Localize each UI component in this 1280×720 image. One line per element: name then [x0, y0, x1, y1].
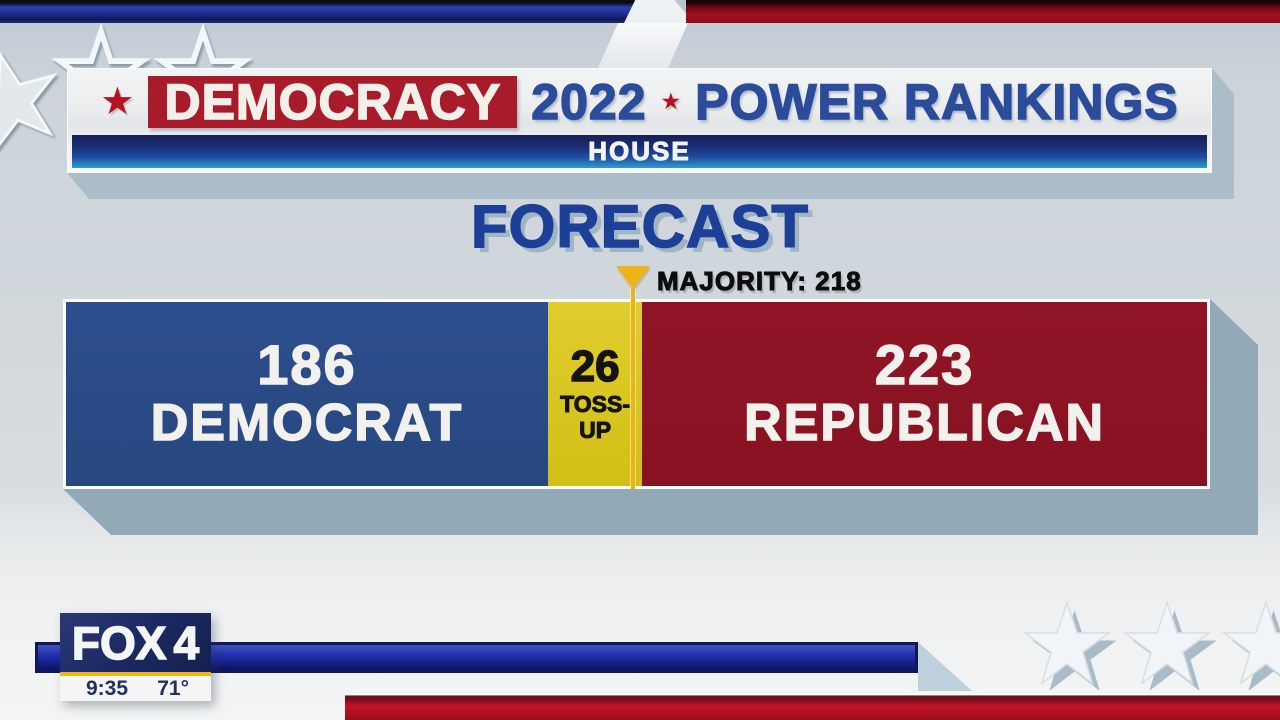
station-logo: FOX 4 9:35 71°	[60, 613, 211, 701]
majority-marker-line	[631, 288, 635, 489]
show-title-row: ★ DEMOCRACY 2022 ★ POWER RANKINGS	[67, 68, 1212, 135]
show-title-power-rankings: POWER RANKINGS	[694, 73, 1179, 131]
majority-marker-icon	[616, 266, 650, 289]
fox4-wordmark: FOX 4	[60, 613, 211, 672]
station-channel-number: 4	[173, 616, 200, 670]
star-icon	[0, 51, 58, 153]
show-title-year: 2022	[531, 73, 647, 131]
forecast-seat-bar: 186 DEMOCRAT 26 TOSS- UP 223 REPUBLICAN	[63, 299, 1210, 489]
republican-label: REPUBLICAN	[743, 393, 1106, 452]
time-temp-strip: 9:35 71°	[60, 676, 211, 701]
star-icon: ★	[660, 88, 682, 114]
top-edge-blue-bar	[0, 0, 636, 23]
democrat-seat-count: 186	[256, 333, 357, 396]
star-icon	[1221, 600, 1280, 691]
station-call-letters: FOX	[71, 616, 167, 670]
top-edge-red-bar	[686, 0, 1280, 23]
show-title-democracy: DEMOCRACY	[148, 73, 518, 130]
clock: 9:35	[86, 676, 129, 700]
tossup-label-line2: UP	[579, 417, 612, 444]
gold-divider	[60, 672, 211, 676]
republican-segment: 223 REPUBLICAN	[642, 302, 1207, 486]
republican-seat-count: 223	[874, 333, 975, 396]
star-icon: ★	[100, 80, 135, 123]
tossup-label-line1: TOSS-	[560, 390, 631, 417]
star-icon	[1122, 600, 1217, 691]
chamber-label: HOUSE	[588, 136, 691, 167]
star-icon	[1022, 600, 1117, 691]
democrat-segment: 186 DEMOCRAT	[66, 302, 548, 486]
chamber-banner: HOUSE	[72, 135, 1207, 168]
tossup-seat-count: 26	[570, 342, 620, 392]
forecast-title: FORECAST	[470, 193, 809, 260]
majority-label: MAJORITY: 218	[657, 266, 862, 297]
bottom-red-bar	[345, 693, 1280, 720]
tossup-segment: 26 TOSS- UP	[547, 302, 643, 486]
top-edge-divider	[624, 0, 694, 23]
democrat-label: DEMOCRAT	[150, 393, 464, 452]
show-banner: ★ DEMOCRACY 2022 ★ POWER RANKINGS HOUSE	[67, 68, 1212, 173]
temperature: 71°	[157, 676, 189, 700]
